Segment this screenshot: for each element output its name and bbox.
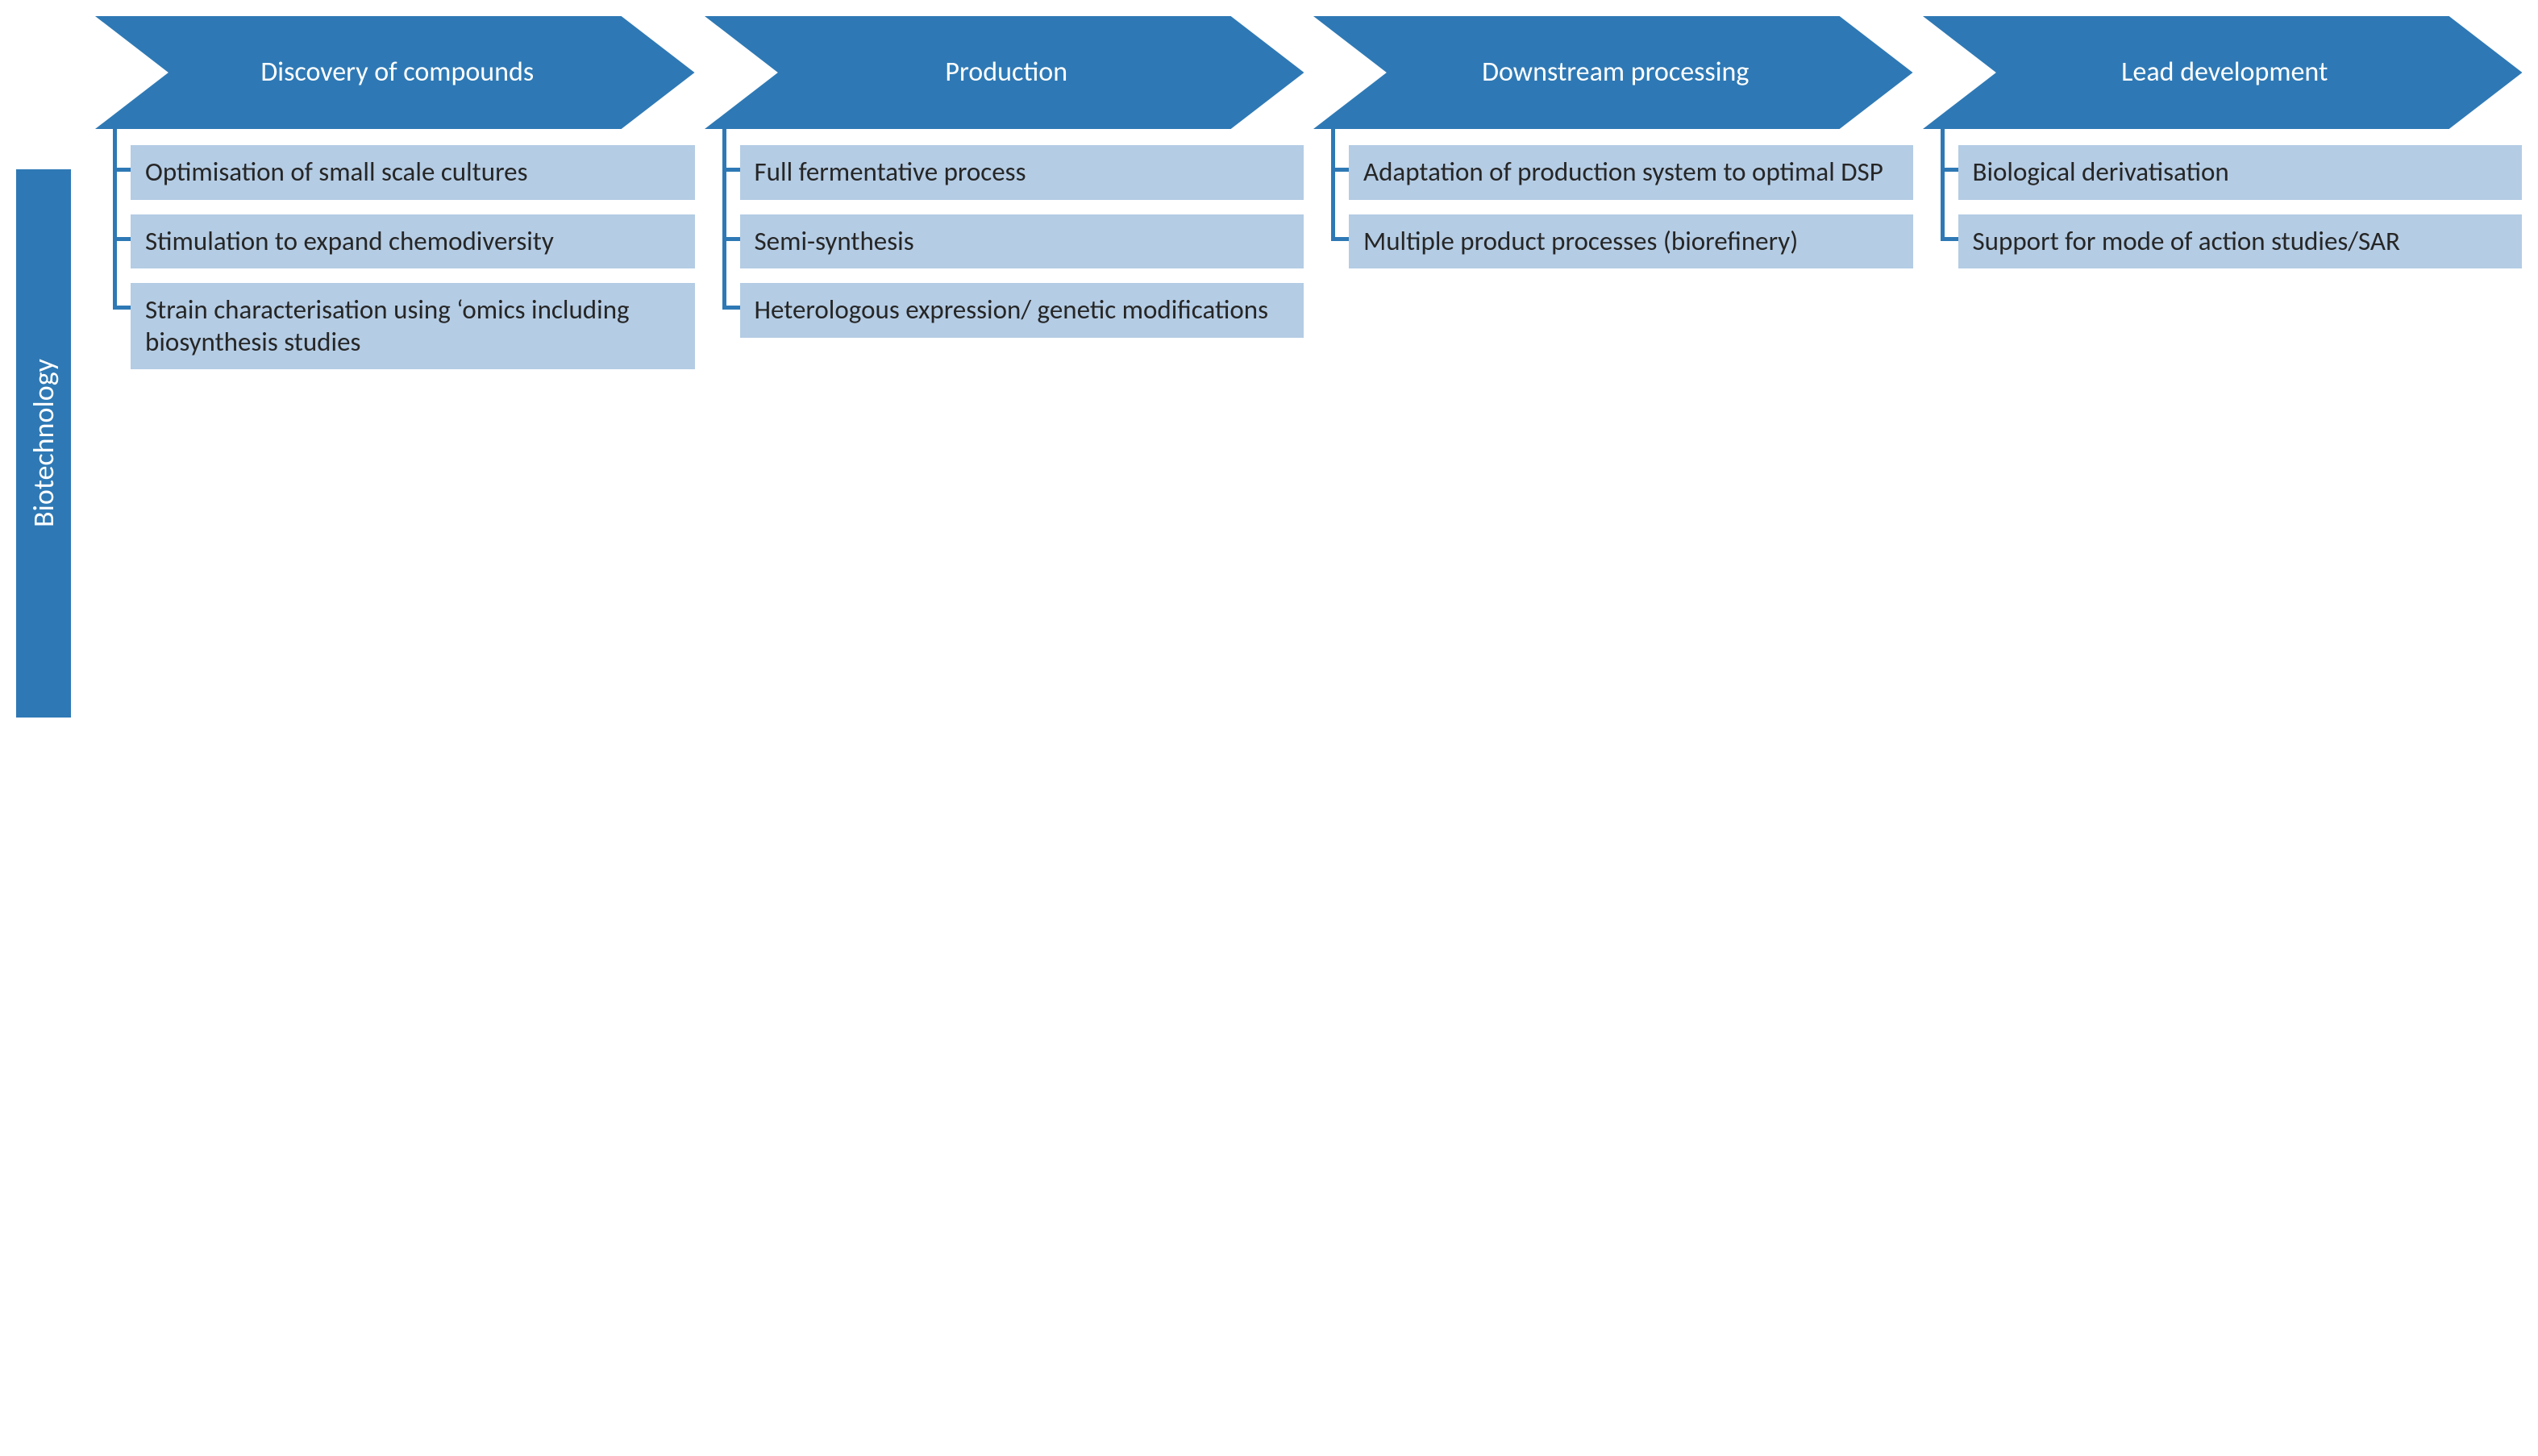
stage-item: Stimulation to expand chemodiversity (131, 214, 695, 269)
stage-item: Adaptation of production system to optim… (1349, 145, 1913, 200)
stage-item: Strain characterisation using ‘omics inc… (131, 283, 695, 369)
stage-columns: Discovery of compounds Optimisation of sm… (95, 16, 2522, 384)
stage-item: Semi-synthesis (740, 214, 1304, 269)
connector-tick (722, 237, 740, 241)
stage-items: Full fermentative process Semi-synthesis H… (705, 145, 1304, 352)
stage-item: Multiple product processes (biorefinery) (1349, 214, 1913, 269)
connector-tick (1331, 237, 1349, 241)
stage-item: Optimisation of small scale cultures (131, 145, 695, 200)
connector-tick (1941, 168, 1958, 172)
stage-items: Optimisation of small scale cultures Stim… (95, 145, 695, 384)
connector-line (722, 129, 726, 307)
stage-title: Downstream processing (1313, 16, 1913, 129)
stage-chevron: Production (705, 16, 1304, 129)
stage-chevron: Downstream processing (1313, 16, 1913, 129)
stage-items: Adaptation of production system to optim… (1313, 145, 1913, 283)
stage-column: Production Full fermentative process Semi-… (705, 16, 1304, 384)
connector-line (1941, 129, 1945, 239)
stage-chevron: Lead development (1923, 16, 2523, 129)
stage-title: Production (705, 16, 1304, 129)
stage-chevron: Discovery of compounds (95, 16, 695, 129)
connector-line (1331, 129, 1335, 239)
connector-line (113, 129, 117, 307)
biotech-process-diagram: Biotechnology Discovery of compounds Opti… (16, 16, 2522, 718)
stage-column: Downstream processing Adaptation of produ… (1313, 16, 1913, 384)
connector-tick (1331, 168, 1349, 172)
stage-item: Heterologous expression/ genetic modific… (740, 283, 1304, 338)
stage-title: Lead development (1923, 16, 2523, 129)
stage-items: Biological derivatisation Support for mod… (1923, 145, 2523, 283)
connector-tick (722, 168, 740, 172)
side-label-biotechnology: Biotechnology (16, 169, 71, 718)
stage-item: Full fermentative process (740, 145, 1304, 200)
stage-column: Lead development Biological derivatisatio… (1923, 16, 2523, 384)
stage-title: Discovery of compounds (95, 16, 695, 129)
connector-tick (113, 237, 131, 241)
connector-tick (1941, 237, 1958, 241)
connector-tick (113, 168, 131, 172)
stage-column: Discovery of compounds Optimisation of sm… (95, 16, 695, 384)
connector-tick (722, 306, 740, 310)
connector-tick (113, 306, 131, 310)
stage-item: Biological derivatisation (1958, 145, 2523, 200)
stage-item: Support for mode of action studies/SAR (1958, 214, 2523, 269)
